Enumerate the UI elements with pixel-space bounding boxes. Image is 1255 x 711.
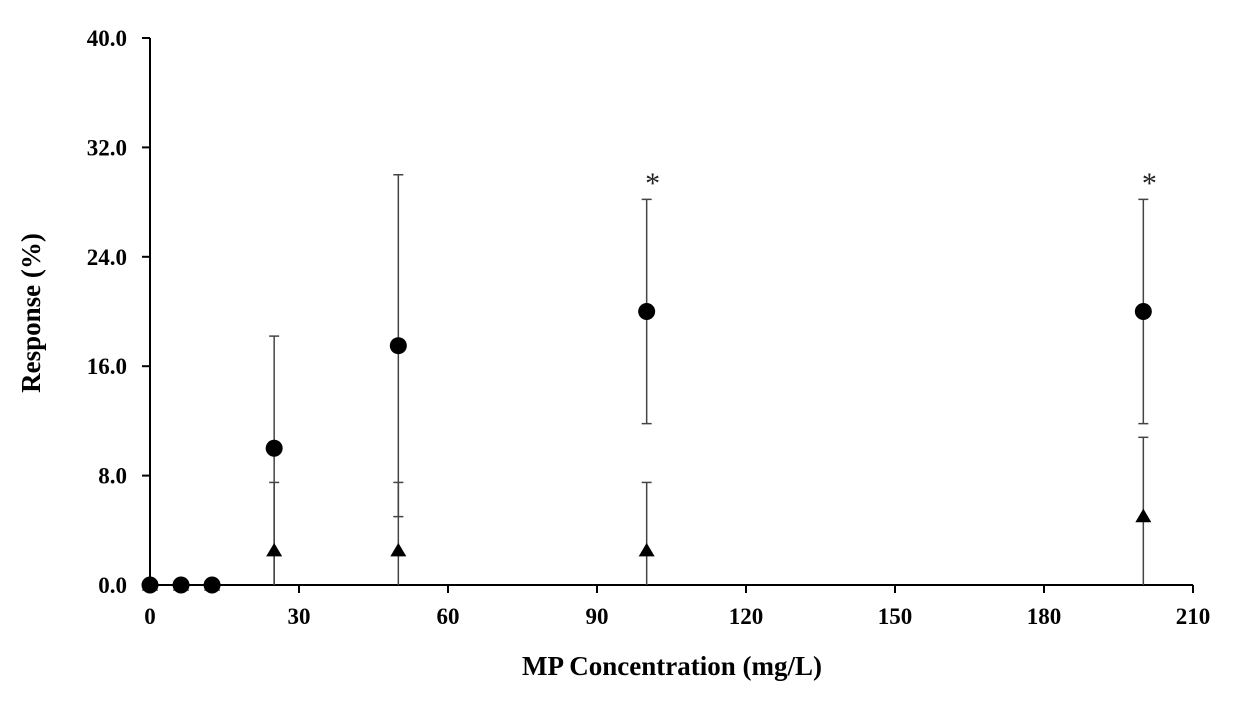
- triangle-marker: [266, 542, 283, 557]
- y-tick-label: 0.0: [98, 573, 127, 598]
- circle-marker: [172, 576, 190, 594]
- y-tick-label: 40.0: [87, 26, 127, 51]
- circle-marker: [389, 337, 407, 355]
- x-axis-title: MP Concentration (mg/L): [522, 651, 822, 681]
- triangle-marker: [1135, 508, 1152, 523]
- x-tick-label: 0: [144, 604, 156, 629]
- circle-marker: [141, 576, 159, 594]
- y-tick-label: 8.0: [98, 464, 127, 489]
- circle-marker: [1134, 303, 1152, 320]
- x-tick-label: 180: [1027, 604, 1062, 629]
- axes: [142, 37, 1194, 593]
- data-markers: [141, 303, 1152, 594]
- x-tick-label: 150: [878, 604, 913, 629]
- circle-marker: [265, 439, 283, 457]
- circle-marker: [638, 303, 656, 320]
- x-tick-label: 60: [437, 604, 460, 629]
- triangle-marker: [638, 542, 655, 557]
- significance-asterisk: *: [1142, 167, 1157, 200]
- y-tick-label: 24.0: [87, 245, 127, 270]
- y-tick-label: 32.0: [87, 135, 127, 160]
- y-tick-label: 16.0: [87, 354, 127, 379]
- x-tick-label: 90: [586, 604, 609, 629]
- circle-marker: [203, 576, 221, 594]
- triangle-marker: [390, 542, 407, 557]
- annotations: * *: [645, 167, 1157, 200]
- significance-asterisk: *: [645, 167, 660, 200]
- y-axis-title: Response (%): [16, 233, 46, 393]
- x-tick-label: 210: [1176, 604, 1211, 629]
- x-tick-label: 120: [729, 604, 764, 629]
- error-bars: [269, 174, 1149, 585]
- x-tick-label: 30: [288, 604, 311, 629]
- tick-labels: 0.0 8.0 16.0 24.0 32.0 40.0 0 30 60 90 120 150 180 21…: [87, 26, 1211, 629]
